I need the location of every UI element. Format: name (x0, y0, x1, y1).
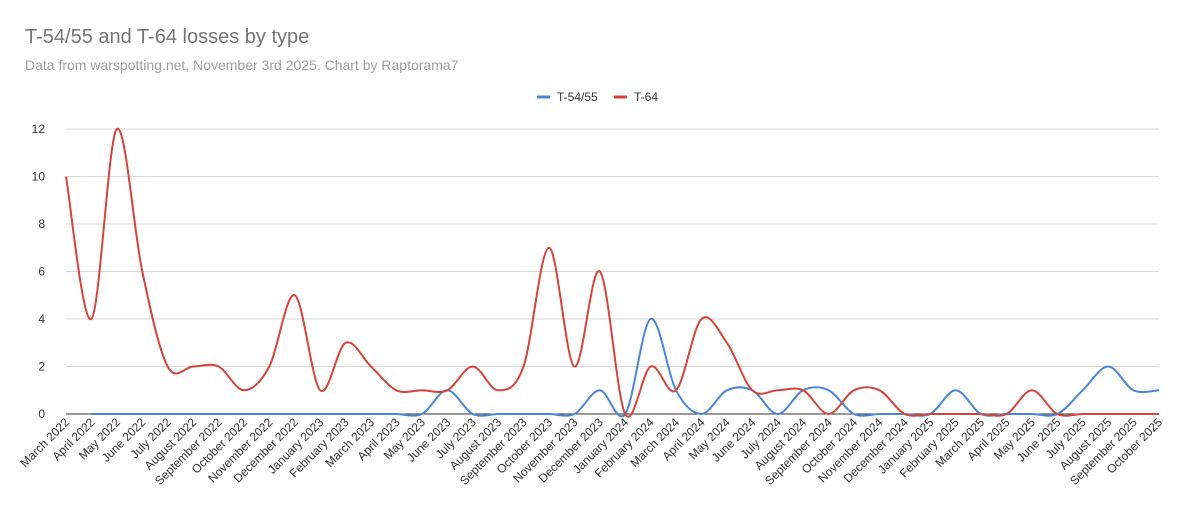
y-tick-label: 0 (38, 407, 45, 421)
series-lines (65, 127, 1160, 418)
chart-subtitle: Data from warspotting.net, November 3rd … (25, 57, 459, 73)
series-line-t-64 (65, 127, 1159, 418)
y-axis-ticks: 0 2 4 6 8 10 12 (32, 122, 46, 421)
gridlines (66, 128, 1159, 415)
series-line-t-54-55 (91, 317, 1160, 418)
y-tick-label: 2 (38, 360, 45, 374)
y-tick-label: 10 (32, 170, 46, 184)
y-tick-label: 12 (32, 122, 46, 136)
y-tick-label: 4 (38, 312, 45, 326)
y-tick-label: 8 (38, 217, 45, 231)
legend-item[interactable]: T-54/55 (537, 90, 598, 104)
y-tick-label: 6 (38, 265, 45, 279)
chart-title: T-54/55 and T-64 losses by type (25, 26, 310, 48)
legend[interactable]: T-54/55 T-64 (537, 90, 658, 104)
legend-label: T-64 (634, 90, 658, 104)
legend-label: T-54/55 (557, 90, 598, 104)
legend-item[interactable]: T-64 (614, 90, 658, 104)
